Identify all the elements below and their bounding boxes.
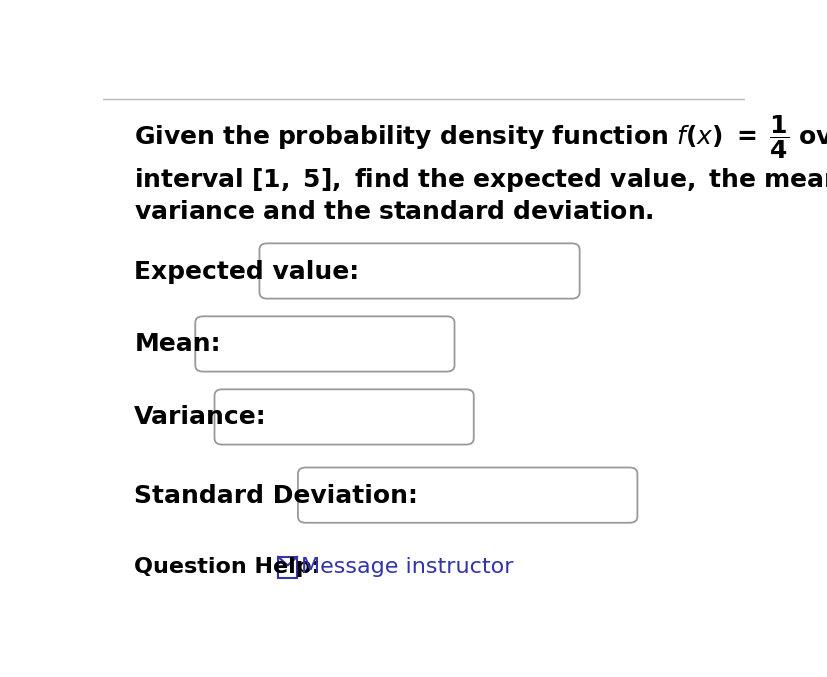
Text: $\bf{interval}\ [1,\ 5],\ \bf{find\ the\ expected\ value,\ the\ mean,\ the}$: $\bf{interval}\ [1,\ 5],\ \bf{find\ the\… (134, 167, 827, 194)
Text: $\bf{Given\ the\ probability\ density\ function}\ \mathit{f}(\mathit{x})\ =\ \df: $\bf{Given\ the\ probability\ density\ f… (134, 113, 827, 161)
Text: Standard Deviation:: Standard Deviation: (134, 483, 418, 508)
FancyBboxPatch shape (195, 316, 454, 372)
Text: Message instructor: Message instructor (301, 557, 513, 577)
FancyBboxPatch shape (214, 389, 473, 445)
Text: Expected value:: Expected value: (134, 259, 359, 284)
FancyBboxPatch shape (278, 556, 297, 577)
Text: Variance:: Variance: (134, 406, 266, 429)
Text: Mean:: Mean: (134, 332, 221, 357)
FancyBboxPatch shape (298, 468, 637, 523)
Text: Question Help:: Question Help: (134, 557, 320, 577)
FancyBboxPatch shape (259, 243, 579, 299)
Text: $\bf{variance\ and\ the\ standard\ deviation.}$: $\bf{variance\ and\ the\ standard\ devia… (134, 200, 653, 223)
